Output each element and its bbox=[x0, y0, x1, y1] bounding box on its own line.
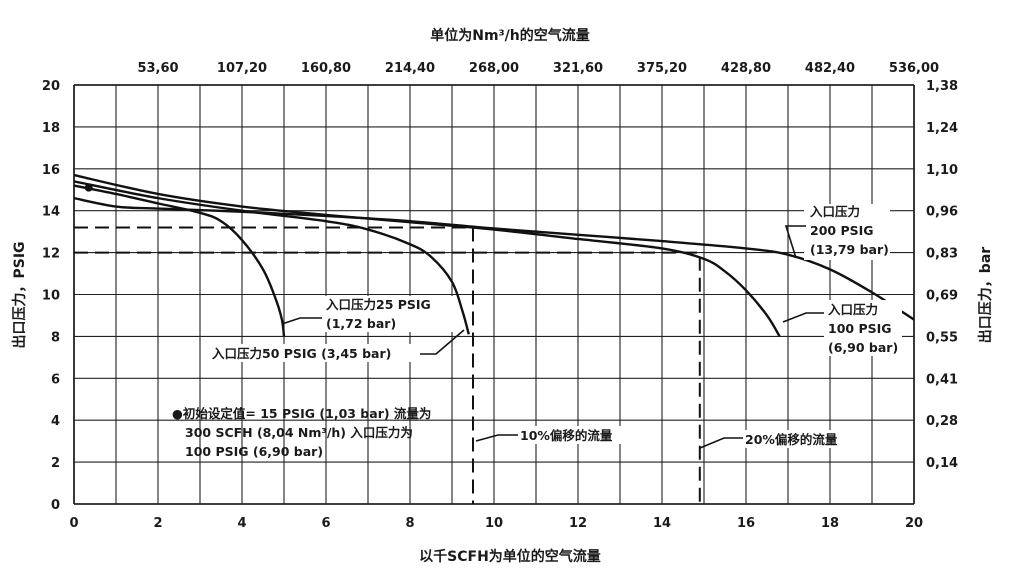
x-tick-label: 4 bbox=[237, 516, 246, 531]
label-25psig: 入口压力25 PSIG bbox=[326, 297, 431, 312]
arrow-10pct bbox=[475, 434, 518, 442]
right-tick-label: 0,14 bbox=[926, 456, 958, 471]
label-200psig-2: 200 PSIG bbox=[810, 223, 874, 238]
setpoint-note-3: 100 PSIG (6,90 bar) bbox=[185, 444, 323, 459]
y-tick-label: 18 bbox=[42, 121, 60, 136]
right-tick-label: 0,96 bbox=[926, 205, 958, 220]
top-tick-label: 375,20 bbox=[637, 61, 687, 76]
arrow-100psig bbox=[782, 312, 824, 323]
x-tick-label: 10 bbox=[485, 516, 503, 531]
x-tick-label: 18 bbox=[821, 516, 839, 531]
y-tick-label: 8 bbox=[51, 330, 60, 345]
right-tick-label: 0,55 bbox=[926, 330, 958, 345]
y-tick-label: 20 bbox=[42, 79, 60, 94]
y-tick-label: 2 bbox=[51, 456, 60, 471]
y-tick-label: 14 bbox=[42, 205, 60, 220]
right-tick-label: 1,24 bbox=[926, 121, 958, 136]
top-tick-label: 160,80 bbox=[301, 61, 351, 76]
series-line-25psig bbox=[73, 184, 286, 337]
label-100psig-3: (6,90 bar) bbox=[828, 340, 898, 355]
label-100psig-1: 入口压力 bbox=[828, 302, 878, 317]
y-tick-label: 16 bbox=[42, 163, 60, 178]
arrow-200psig bbox=[784, 225, 806, 259]
right-tick-label: 0,83 bbox=[926, 247, 958, 262]
right-tick-label: 1,10 bbox=[926, 163, 958, 178]
x-tick-label: 14 bbox=[653, 516, 671, 531]
top-tick-label: 536,00 bbox=[889, 61, 939, 76]
setpoint-dot bbox=[84, 183, 93, 192]
top-tick-label: 268,00 bbox=[469, 61, 519, 76]
label-100psig-2: 100 PSIG bbox=[828, 321, 892, 336]
top-tick-label: 321,60 bbox=[553, 61, 603, 76]
right-tick-label: 0,28 bbox=[926, 414, 958, 429]
x-axis-title: 以千SCFH为单位的空气流量 bbox=[419, 548, 601, 565]
y-tick-label: 6 bbox=[51, 372, 60, 387]
x-tick-label: 12 bbox=[569, 516, 587, 531]
label-50psig: 入口压力50 PSIG (3,45 bar) bbox=[212, 346, 391, 361]
x-tick-label: 8 bbox=[405, 516, 414, 531]
setpoint-note-1: ●初始设定值= 15 PSIG (1,03 bar) 流量为 bbox=[172, 406, 431, 421]
label-10pct-offset: 10%偏移的流量 bbox=[520, 428, 613, 443]
top-axis-title: 单位为Nm³/h的空气流量 bbox=[430, 27, 590, 44]
arrow-50psig bbox=[420, 329, 465, 355]
top-tick-label: 482,40 bbox=[805, 61, 855, 76]
top-tick-label: 53,60 bbox=[137, 61, 178, 76]
arrow-20pct bbox=[699, 437, 743, 449]
right-tick-label: 0,69 bbox=[926, 289, 958, 304]
top-tick-label: 428,80 bbox=[721, 61, 771, 76]
series-line-50psig bbox=[73, 180, 470, 335]
x-tick-label: 20 bbox=[905, 516, 923, 531]
x-tick-label: 0 bbox=[69, 516, 78, 531]
right-axis-title: 出口压力，bar bbox=[977, 247, 994, 343]
x-tick-label: 6 bbox=[321, 516, 330, 531]
top-tick-label: 214,40 bbox=[385, 61, 435, 76]
series-line-100psig bbox=[73, 173, 781, 338]
x-tick-label: 2 bbox=[153, 516, 162, 531]
series-line-200psig bbox=[73, 196, 915, 321]
top-tick-label: 107,20 bbox=[217, 61, 267, 76]
label-200psig-3: (13,79 bar) bbox=[810, 242, 889, 257]
y-tick-label: 12 bbox=[42, 247, 60, 262]
y-axis-title: 出口压力，PSIG bbox=[11, 241, 28, 348]
y-tick-label: 4 bbox=[51, 414, 60, 429]
label-25psig-bar: (1,72 bar) bbox=[326, 316, 396, 331]
label-20pct-offset: 20%偏移的流量 bbox=[745, 432, 838, 447]
right-tick-label: 1,38 bbox=[926, 79, 958, 94]
label-200psig-1: 入口压力 bbox=[810, 204, 860, 219]
x-tick-label: 16 bbox=[737, 516, 755, 531]
setpoint-note-2: 300 SCFH (8,04 Nm³/h) 入口压力为 bbox=[185, 425, 413, 440]
y-tick-label: 10 bbox=[42, 289, 60, 304]
right-tick-label: 0,41 bbox=[926, 372, 958, 387]
y-tick-label: 0 bbox=[51, 498, 60, 513]
arrow-25psig bbox=[281, 317, 322, 325]
